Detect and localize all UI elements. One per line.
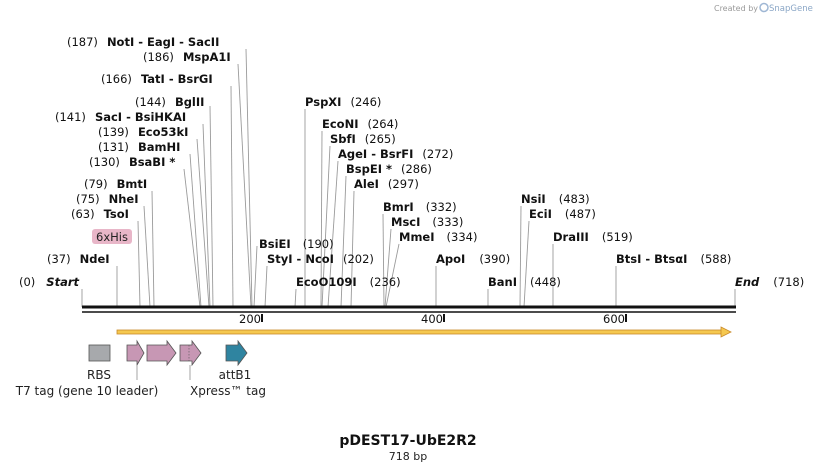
site-label: MmeI (334) — [399, 230, 477, 244]
sequence-backbone: 200 400 600 — [82, 305, 736, 326]
feature-leader-lines — [136, 365, 191, 380]
site-label: EcoO109I (236) — [296, 275, 401, 289]
xpress-tag-label: Xpress™ tag — [190, 384, 266, 398]
site-label: MscI (333) — [391, 215, 463, 229]
created-by-text: Created by — [714, 4, 758, 13]
site-label: (139) Eco53kI — [98, 125, 188, 139]
site-label: BsiEI (190) — [259, 237, 334, 251]
end-label: End (718) — [735, 275, 804, 289]
site-label: DraIII (519) — [553, 230, 633, 244]
attb1-label: attB1 — [219, 368, 252, 382]
site-label: (130) BsaBI * — [89, 155, 175, 169]
orf-arrow — [116, 326, 732, 338]
plasmid-length: 718 bp — [389, 450, 427, 463]
his-tag-text: 6xHis — [96, 230, 128, 244]
his-tag-label: 6xHis — [92, 229, 132, 244]
axis-tick-label: 200 — [239, 312, 261, 326]
site-label: BspEI * (286) — [346, 162, 432, 176]
site-label: PspXI (246) — [305, 95, 381, 109]
site-label: NsiI (483) — [521, 192, 590, 206]
rbs-label: RBS — [87, 368, 111, 382]
plasmid-name: pDEST17-UbE2R2 — [339, 433, 476, 449]
site-label: (131) BamHI — [98, 140, 180, 154]
restriction-sites: (187) NotI - EagI - SacII (186) MspA1I (16… — [19, 35, 804, 289]
site-label: AleI (297) — [354, 177, 419, 191]
site-label: BmrI (332) — [383, 200, 457, 214]
site-label: (187) NotI - EagI - SacII — [67, 35, 219, 49]
rbs-feature — [88, 344, 111, 362]
attb1-arrow — [225, 339, 248, 367]
site-label: (75) NheI — [76, 192, 139, 206]
site-label: (186) MspA1I — [143, 50, 231, 64]
snapgene-logo-icon — [759, 2, 769, 13]
site-label: (141) SacI - BsiHKAI — [55, 110, 186, 124]
his-tag-arrow — [126, 339, 145, 367]
xpress-tag-arrow — [179, 339, 202, 367]
t7-tag-label: T7 tag (gene 10 leader) — [15, 384, 159, 398]
site-label: (79) BmtI — [84, 177, 147, 191]
site-label: ApoI (390) — [436, 252, 510, 266]
site-label: (144) BglII — [135, 95, 204, 109]
site-label: SbfI (265) — [330, 132, 396, 146]
t7-tag-arrow — [146, 339, 177, 367]
site-label: (63) TsoI — [71, 207, 129, 221]
site-label: EcoNI (264) — [322, 117, 398, 131]
site-label: StyI - NcoI (202) — [267, 252, 374, 266]
site-label: BanI (448) — [488, 275, 561, 289]
axis-tick-label: 600 — [603, 312, 625, 326]
snapgene-brand: SnapGene — [769, 4, 813, 14]
start-label: (0) Start — [19, 275, 80, 289]
site-leader-lines — [81, 48, 736, 308]
site-label: AgeI - BsrFI (272) — [338, 147, 453, 161]
site-label: (37) NdeI — [47, 252, 110, 266]
axis-tick-label: 400 — [421, 312, 443, 326]
site-label: EciI (487) — [529, 207, 596, 221]
site-label: BtsI - BtsαI (588) — [616, 252, 731, 266]
site-label: (166) TatI - BsrGI — [101, 72, 213, 86]
